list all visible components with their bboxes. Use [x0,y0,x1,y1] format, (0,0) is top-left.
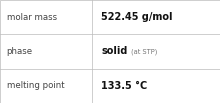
Text: melting point: melting point [7,81,64,90]
Text: 522.45 g/mol: 522.45 g/mol [101,12,173,22]
Text: phase: phase [7,47,33,56]
Text: molar mass: molar mass [7,13,57,22]
Text: solid: solid [101,46,128,57]
Text: 133.5 °C: 133.5 °C [101,81,147,91]
Text: (at STP): (at STP) [131,48,157,55]
